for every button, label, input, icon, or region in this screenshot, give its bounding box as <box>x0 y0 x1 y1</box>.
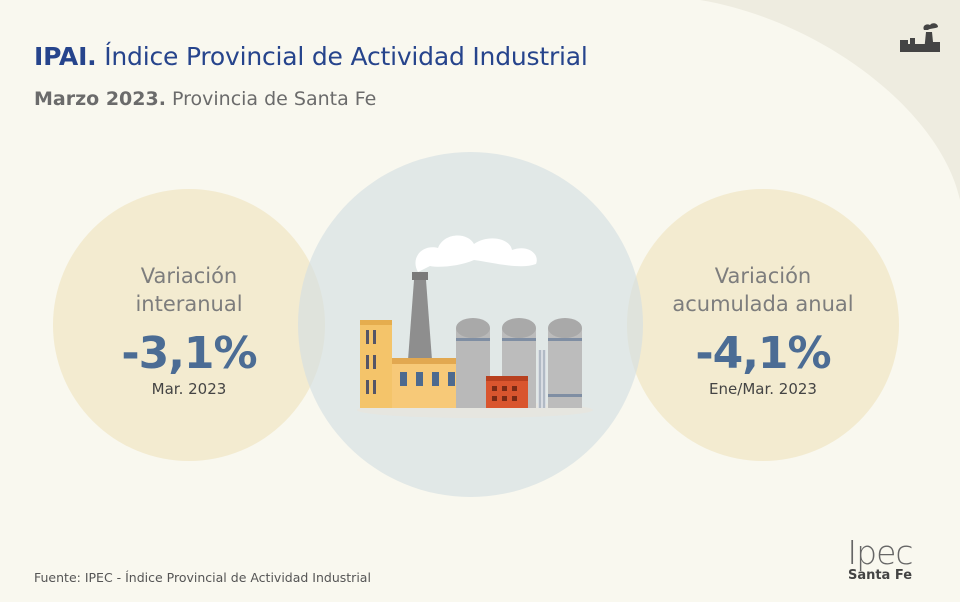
page-subtitle: Marzo 2023. Provincia de Santa Fe <box>34 88 376 110</box>
page-title: IPAI. Índice Provincial de Actividad Ind… <box>34 42 588 71</box>
logo-wordmark: Ipec <box>847 533 913 572</box>
stat-interanual: Variación interanual -3,1% Mar. 2023 <box>89 262 289 398</box>
stat-value: -3,1% <box>121 328 257 379</box>
stat-value: -4,1% <box>695 328 831 379</box>
right-circle <box>627 189 899 461</box>
stat-period: Ene/Mar. 2023 <box>709 380 817 398</box>
subtitle-region: Provincia de Santa Fe <box>171 88 377 110</box>
factory-icon <box>900 23 940 52</box>
title-abbrev: IPAI. <box>34 42 97 71</box>
left-circle <box>53 189 325 461</box>
ipec-logo: Ipec Santa Fe <box>832 533 928 584</box>
source-note: Fuente: IPEC - Índice Provincial de Acti… <box>34 570 371 585</box>
stat-label-line1: Variación <box>714 264 812 288</box>
stat-label-line2: interanual <box>135 292 243 316</box>
stat-label-line1: Variación <box>140 264 238 288</box>
stat-period: Mar. 2023 <box>151 380 227 398</box>
stat-acumulada: Variación acumulada anual -4,1% Ene/Mar.… <box>642 262 884 398</box>
stat-label-line2: acumulada anual <box>672 292 854 316</box>
factory-illustration-icon <box>357 235 593 418</box>
title-text: Índice Provincial de Actividad Industria… <box>104 42 588 71</box>
subtitle-period: Marzo 2023. <box>34 88 166 110</box>
logo-region: Santa Fe <box>847 568 913 583</box>
